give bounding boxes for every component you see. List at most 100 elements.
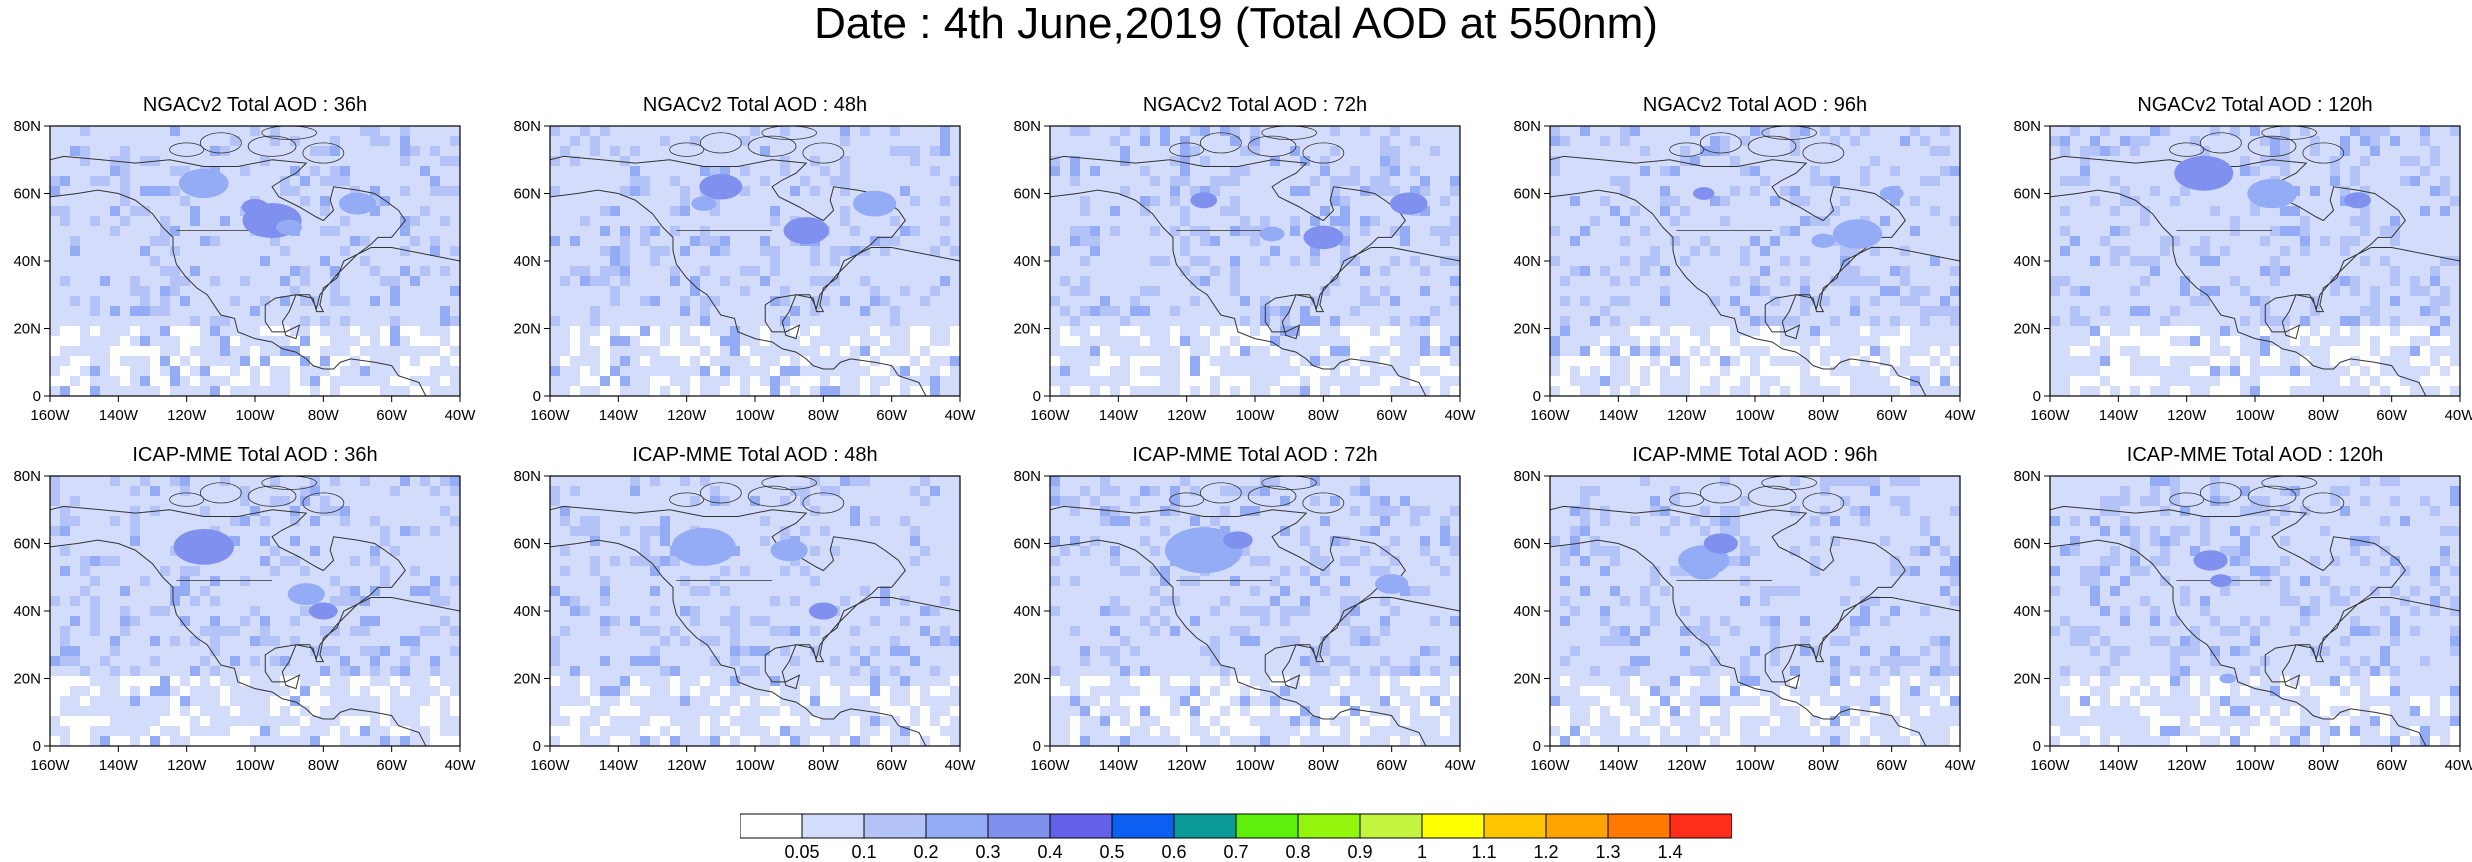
aod-grid-cell	[690, 606, 700, 616]
aod-grid-cell	[1600, 616, 1610, 626]
lon-tick-label: 100W	[2235, 757, 2275, 774]
aod-grid-cell	[1600, 606, 1610, 616]
aod-grid-cell	[370, 516, 380, 526]
aod-grid-cell	[1610, 636, 1620, 646]
aod-grid-cell	[1160, 716, 1170, 726]
aod-grid-cell	[160, 296, 170, 306]
aod-grid-cell	[1610, 296, 1620, 306]
aod-grid-cell	[1130, 676, 1140, 686]
aod-grid-cell	[1200, 256, 1210, 266]
aod-grid-cell	[1820, 126, 1830, 136]
aod-grid-cell	[1100, 716, 1110, 726]
panel-title: NGACv2 Total AOD : 96h	[1642, 94, 1868, 116]
aod-grid-cell	[720, 386, 730, 396]
aod-grid-cell	[1230, 706, 1240, 716]
aod-grid-cell	[1870, 356, 1880, 366]
aod-grid-cell	[440, 156, 450, 166]
aod-plume	[287, 583, 325, 606]
aod-grid-cell	[1720, 476, 1730, 486]
aod-grid-cell	[270, 136, 280, 146]
aod-grid-cell	[570, 526, 580, 536]
aod-grid-cell	[680, 206, 690, 216]
aod-grid-cell	[320, 386, 330, 396]
aod-grid-cell	[400, 656, 410, 666]
aod-grid-cell	[620, 336, 630, 346]
aod-grid-cell	[450, 246, 460, 256]
aod-grid-cell	[1240, 676, 1250, 686]
aod-grid-cell	[840, 186, 850, 196]
aod-grid-cell	[2080, 576, 2090, 586]
aod-grid-cell	[2290, 376, 2300, 386]
aod-grid-cell	[1380, 626, 1390, 636]
aod-grid-cell	[2140, 336, 2150, 346]
aod-grid-cell	[120, 376, 130, 386]
aod-grid-cell	[2150, 636, 2160, 646]
lon-tick-label: 100W	[1235, 757, 1275, 774]
aod-grid-cell	[1200, 276, 1210, 286]
aod-grid-cell	[330, 286, 340, 296]
aod-grid-cell	[1550, 256, 1560, 266]
aod-grid-cell	[2130, 146, 2140, 156]
aod-grid-cell	[1340, 326, 1350, 336]
aod-grid-cell	[2430, 186, 2440, 196]
aod-grid-cell	[840, 126, 850, 136]
aod-grid-cell	[1160, 506, 1170, 516]
arctic-island	[2199, 132, 2242, 154]
aod-grid-cell	[1410, 676, 1420, 686]
aod-grid-cell	[2440, 586, 2450, 596]
lon-tick-label: 80W	[808, 407, 840, 424]
aod-grid-cell	[1850, 476, 1860, 486]
aod-grid-cell	[1370, 526, 1380, 536]
aod-grid-cell	[1420, 346, 1430, 356]
aod-grid-cell	[1790, 666, 1800, 676]
aod-grid-cell	[110, 636, 120, 646]
aod-grid-cell	[1250, 136, 1260, 146]
colorbar-label: 1.4	[1657, 842, 1682, 862]
aod-grid-cell	[1290, 146, 1300, 156]
aod-grid-cell	[720, 336, 730, 346]
aod-grid-cell	[1550, 696, 1560, 706]
aod-grid-cell	[2190, 346, 2200, 356]
aod-grid-cell	[60, 526, 70, 536]
aod-grid-cell	[700, 236, 710, 246]
aod-grid-cell	[2360, 376, 2370, 386]
aod-grid-cell	[1620, 176, 1630, 186]
aod-grid-cell	[940, 236, 950, 246]
aod-grid-cell	[870, 666, 880, 676]
aod-grid-cell	[1950, 726, 1960, 736]
aod-grid-cell	[1160, 256, 1170, 266]
aod-grid-cell	[1180, 736, 1190, 746]
aod-grid-cell	[260, 726, 270, 736]
aod-grid-cell	[1890, 646, 1900, 656]
aod-grid-cell	[1240, 296, 1250, 306]
aod-grid-cell	[2310, 136, 2320, 146]
aod-grid-cell	[820, 386, 830, 396]
aod-grid-cell	[880, 236, 890, 246]
aod-grid-cell	[760, 536, 770, 546]
aod-grid-cell	[1760, 596, 1770, 606]
aod-grid-cell	[240, 486, 250, 496]
aod-plume	[783, 217, 830, 245]
aod-grid-cell	[930, 486, 940, 496]
aod-grid-cell	[610, 366, 620, 376]
aod-grid-cell	[820, 296, 830, 306]
aod-grid-cell	[740, 136, 750, 146]
aod-grid-cell	[1420, 536, 1430, 546]
colorbar-swatch	[1421, 813, 1485, 839]
aod-grid-cell	[620, 266, 630, 276]
aod-grid-cell	[420, 386, 430, 396]
aod-grid-cell	[2340, 186, 2350, 196]
aod-grid-cell	[1810, 706, 1820, 716]
aod-grid-cell	[2280, 736, 2290, 746]
aod-grid-cell	[1770, 716, 1780, 726]
aod-grid-cell	[910, 696, 920, 706]
aod-grid-cell	[710, 496, 720, 506]
aod-grid-cell	[770, 626, 780, 636]
aod-grid-cell	[60, 206, 70, 216]
aod-grid-cell	[200, 236, 210, 246]
aod-grid-cell	[1410, 516, 1420, 526]
aod-grid-cell	[270, 636, 280, 646]
aod-grid-cell	[2150, 616, 2160, 626]
aod-grid-cell	[870, 516, 880, 526]
lon-tick-label: 40W	[1945, 407, 1977, 424]
